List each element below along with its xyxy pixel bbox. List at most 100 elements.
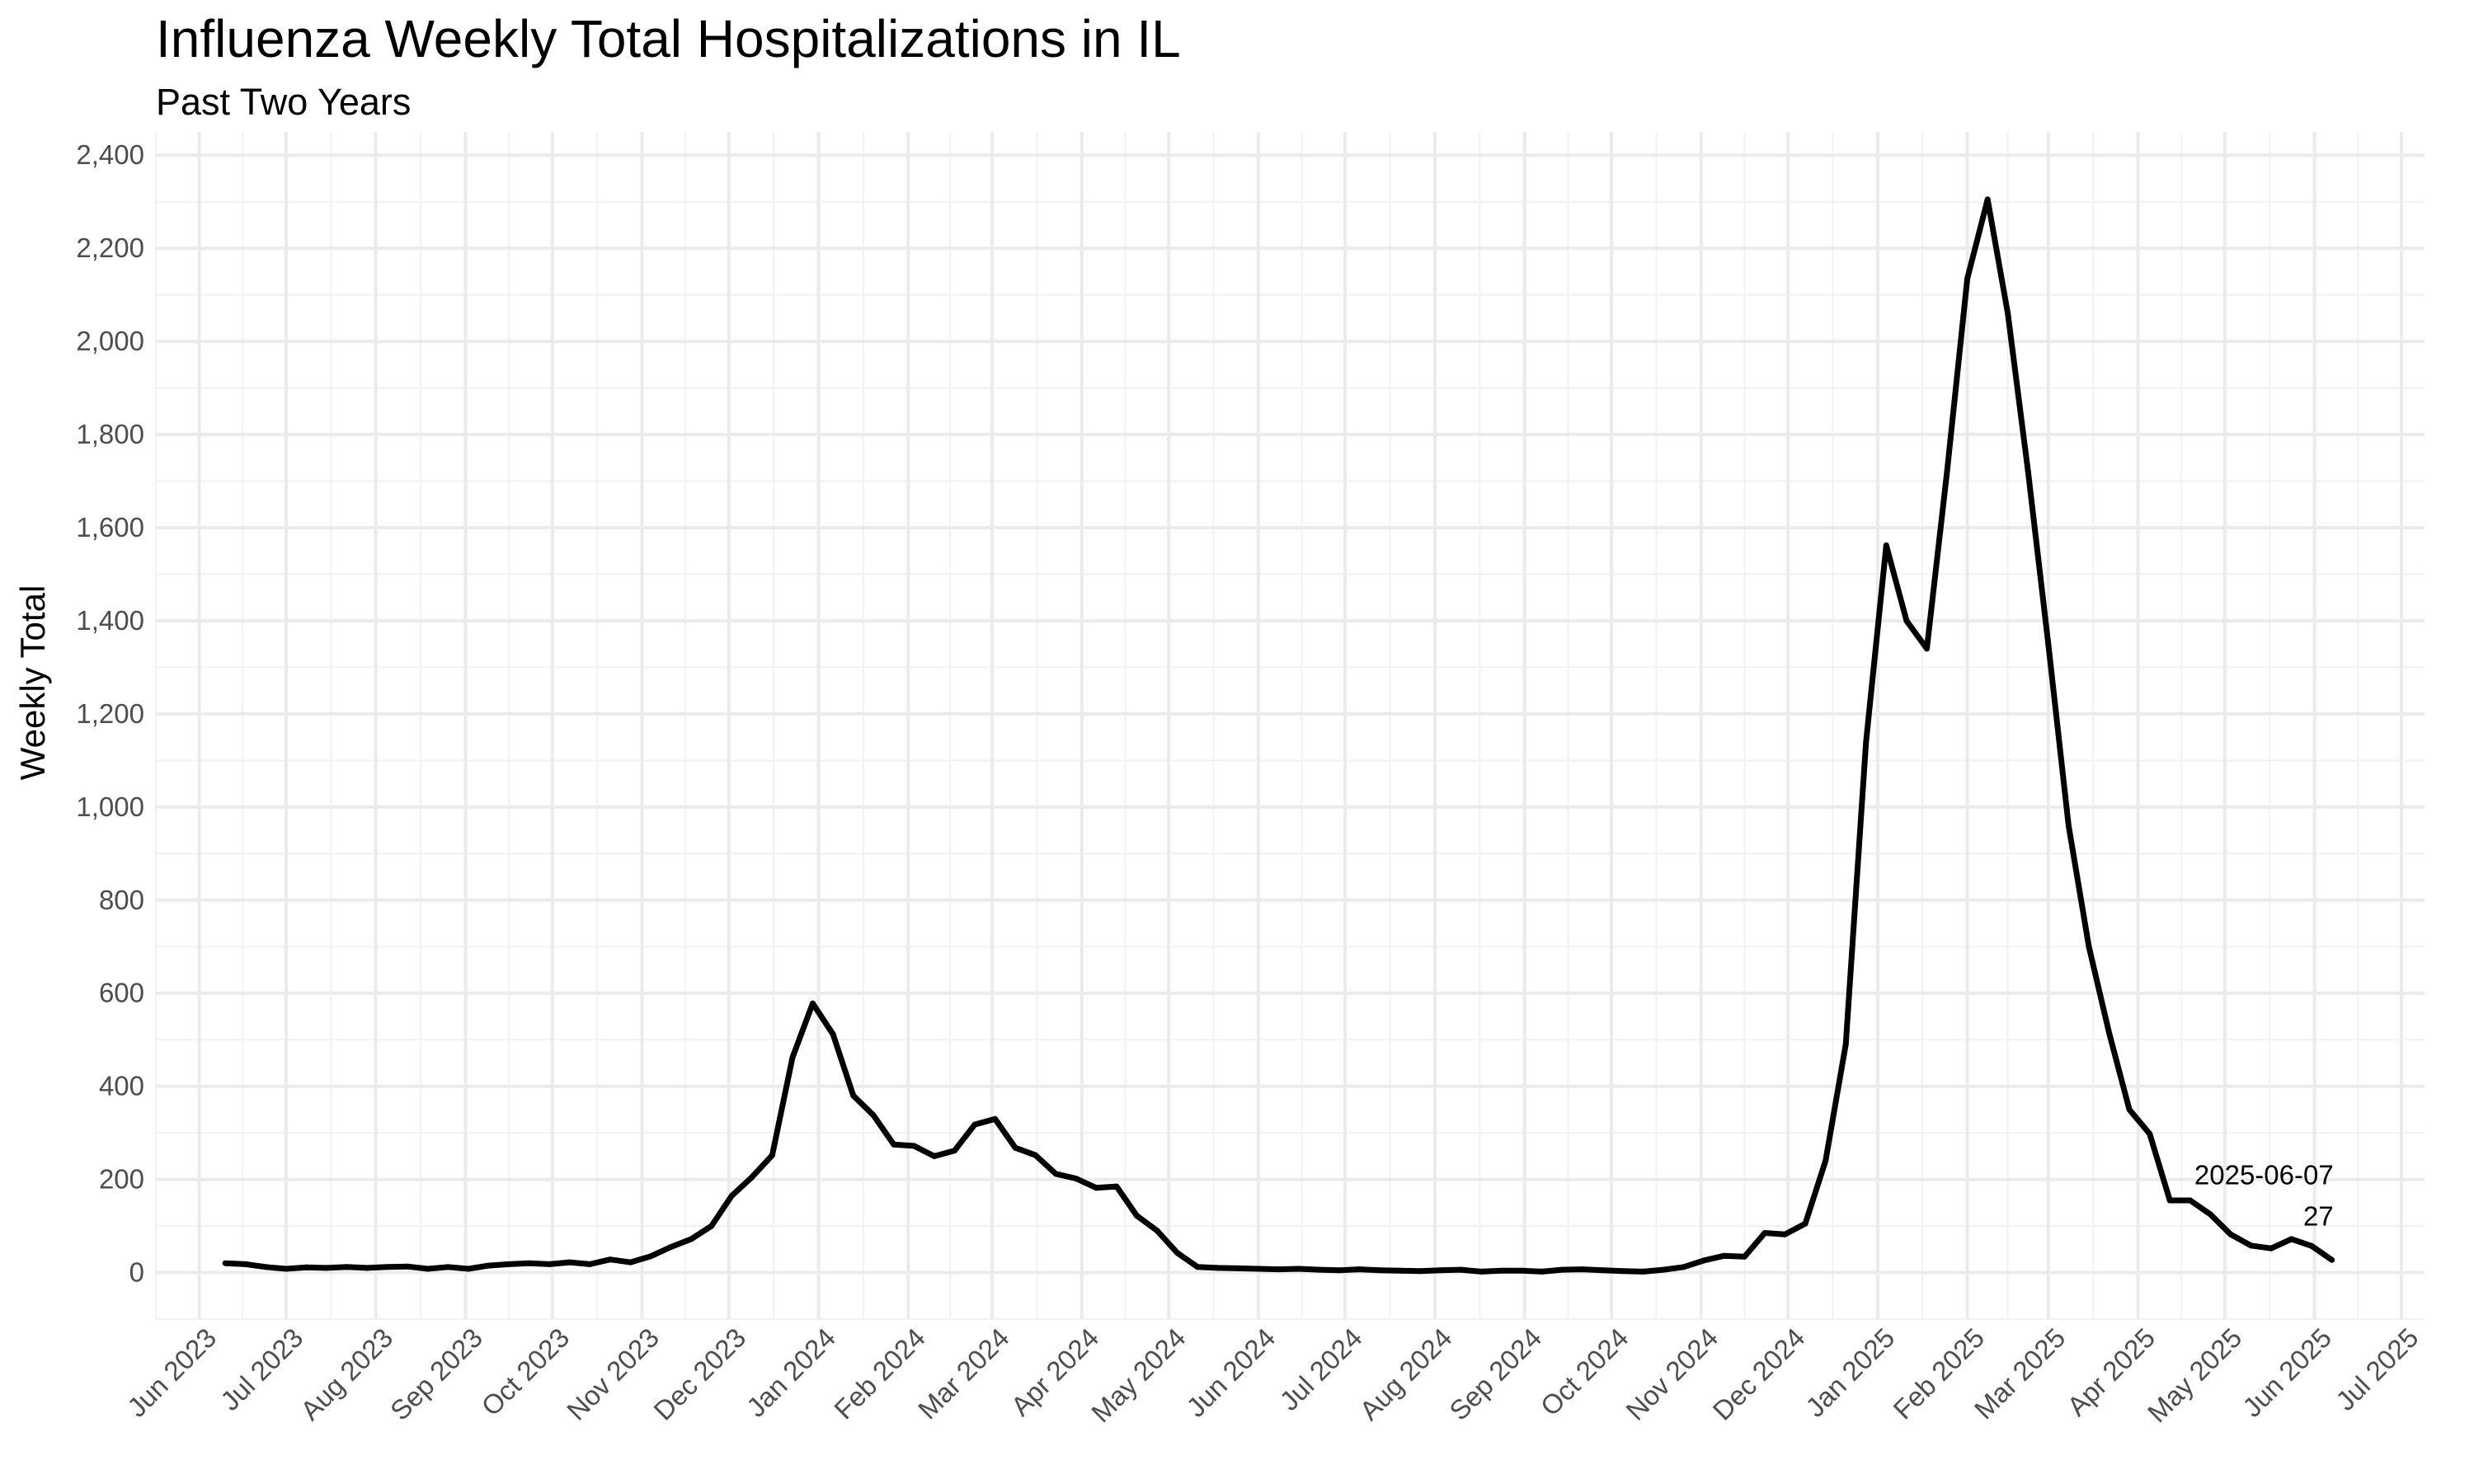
data-point bbox=[303, 1264, 309, 1270]
data-point bbox=[971, 1121, 978, 1128]
x-tick-label: Dec 2023 bbox=[647, 1322, 751, 1426]
data-point bbox=[1073, 1176, 1079, 1181]
data-point bbox=[2207, 1211, 2213, 1218]
data-point bbox=[688, 1236, 694, 1242]
data-point bbox=[1700, 1257, 1707, 1264]
data-point bbox=[1518, 1267, 1525, 1274]
x-tick-label: Oct 2023 bbox=[475, 1322, 575, 1422]
data-point bbox=[2045, 641, 2052, 647]
x-tick-label: Aug 2024 bbox=[1353, 1322, 1457, 1426]
data-point bbox=[404, 1263, 411, 1270]
data-point bbox=[1761, 1230, 1768, 1236]
y-tick-label: 2,200 bbox=[76, 232, 144, 263]
data-point bbox=[1721, 1252, 1728, 1259]
data-point bbox=[1417, 1268, 1423, 1275]
data-point bbox=[1397, 1267, 1404, 1274]
data-point bbox=[1316, 1266, 1323, 1273]
data-point bbox=[2106, 1030, 2112, 1036]
data-point bbox=[526, 1260, 533, 1266]
data-point bbox=[2065, 822, 2072, 829]
data-point bbox=[647, 1253, 654, 1260]
y-tick-label: 0 bbox=[129, 1257, 144, 1288]
data-point bbox=[546, 1261, 553, 1267]
data-point bbox=[1842, 1041, 1849, 1048]
x-tick-label: Nov 2024 bbox=[1620, 1322, 1724, 1426]
data-point bbox=[1215, 1265, 1221, 1271]
x-tick-label: Oct 2024 bbox=[1535, 1322, 1634, 1422]
annotation-layer: 2025-06-07 27 bbox=[2194, 1159, 2334, 1231]
data-point bbox=[1052, 1171, 1059, 1177]
data-point bbox=[1336, 1267, 1343, 1274]
data-point bbox=[1883, 542, 1889, 548]
data-point bbox=[1863, 739, 1870, 745]
data-point bbox=[952, 1148, 957, 1154]
data-point bbox=[789, 1054, 796, 1061]
data-point bbox=[1134, 1213, 1140, 1219]
y-axis-tick-labels: 0 200 400 600 800 1,000 1,200 1,400 1,600 1,800 2,… bbox=[76, 139, 144, 1287]
data-point bbox=[1944, 468, 1950, 475]
data-point bbox=[1903, 618, 1910, 624]
data-point bbox=[1782, 1231, 1788, 1237]
data-point bbox=[910, 1143, 917, 1149]
data-point bbox=[1113, 1183, 1120, 1190]
data-point bbox=[2187, 1197, 2194, 1204]
x-tick-label: Nov 2023 bbox=[561, 1322, 665, 1426]
data-point bbox=[1660, 1266, 1667, 1273]
data-point bbox=[769, 1152, 775, 1158]
x-tick-label: Dec 2024 bbox=[1707, 1322, 1811, 1426]
series-line bbox=[225, 196, 2334, 1275]
data-point bbox=[1194, 1264, 1201, 1270]
data-point bbox=[1458, 1266, 1464, 1273]
x-tick-label: Mar 2024 bbox=[912, 1322, 1015, 1425]
data-point bbox=[992, 1115, 999, 1122]
data-point bbox=[607, 1256, 614, 1263]
y-tick-label: 2,000 bbox=[76, 326, 144, 356]
data-point bbox=[1620, 1268, 1626, 1275]
data-point bbox=[1539, 1268, 1545, 1275]
data-point bbox=[2126, 1106, 2133, 1113]
data-point bbox=[1559, 1266, 1565, 1273]
data-point bbox=[2288, 1236, 2295, 1242]
x-tick-label: Jul 2023 bbox=[214, 1322, 308, 1416]
x-tick-label: Jul 2024 bbox=[1273, 1322, 1367, 1416]
data-point bbox=[1093, 1185, 1099, 1191]
data-point bbox=[1032, 1152, 1039, 1158]
y-tick-label: 1,800 bbox=[76, 419, 144, 449]
x-tick-label: May 2025 bbox=[2142, 1322, 2248, 1429]
data-point bbox=[810, 1000, 816, 1007]
data-point bbox=[708, 1223, 715, 1229]
data-point bbox=[567, 1259, 573, 1266]
data-point bbox=[506, 1261, 512, 1267]
annotation-label: 2025-06-07 bbox=[2194, 1159, 2334, 1190]
data-point bbox=[2147, 1130, 2153, 1137]
x-tick-label: May 2024 bbox=[1085, 1322, 1192, 1429]
y-tick-label: 2,400 bbox=[76, 139, 144, 170]
data-point bbox=[586, 1261, 593, 1267]
data-point bbox=[486, 1262, 492, 1269]
x-tick-label: Feb 2024 bbox=[828, 1322, 931, 1425]
chart-title: Influenza Weekly Total Hospitalizations … bbox=[156, 9, 1181, 68]
data-point bbox=[444, 1264, 451, 1270]
annotation-label: 27 bbox=[2303, 1200, 2334, 1231]
x-tick-label: Jun 2023 bbox=[121, 1322, 222, 1423]
data-point bbox=[1984, 196, 1991, 203]
y-tick-label: 200 bbox=[99, 1164, 144, 1195]
data-point bbox=[242, 1261, 249, 1267]
major-gridlines bbox=[156, 132, 2425, 1319]
y-tick-label: 400 bbox=[99, 1071, 144, 1101]
x-tick-label: Jan 2025 bbox=[1799, 1322, 1900, 1423]
data-point bbox=[1823, 1158, 1829, 1164]
data-point bbox=[1802, 1220, 1808, 1227]
x-tick-label: Aug 2023 bbox=[294, 1322, 398, 1426]
data-point bbox=[2308, 1242, 2315, 1249]
series-layer bbox=[222, 196, 2335, 1275]
data-point bbox=[749, 1174, 755, 1181]
data-point bbox=[364, 1265, 370, 1271]
data-point bbox=[1498, 1267, 1505, 1274]
data-point bbox=[262, 1264, 269, 1270]
data-point bbox=[628, 1259, 633, 1266]
data-point bbox=[1357, 1266, 1363, 1273]
data-point bbox=[2329, 1256, 2335, 1263]
data-point bbox=[1579, 1266, 1586, 1273]
